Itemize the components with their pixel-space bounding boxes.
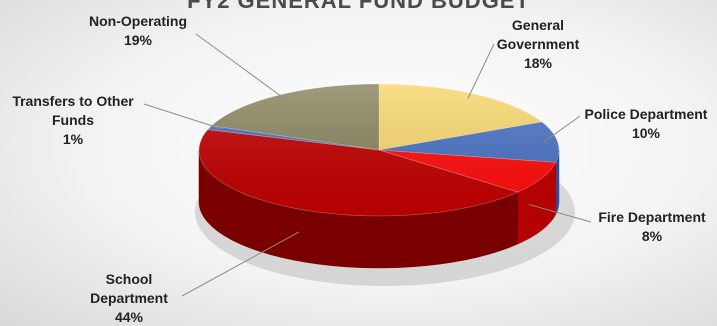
leader-line-1 — [543, 115, 581, 143]
label-police-department: Police Department 10% — [584, 106, 708, 141]
label-fire-department: Fire Department 8% — [598, 209, 706, 244]
label-school-department: School Department 44% — [90, 271, 168, 325]
leader-line-2 — [528, 203, 592, 223]
leader-line-3 — [181, 231, 300, 297]
label-non-operating: Non-Operating 19% — [89, 13, 187, 48]
label-general-government: General Government 18% — [496, 17, 580, 71]
leader-line-4 — [143, 103, 224, 130]
chart-title: FY2 GENERAL FUND BUDGET — [187, 0, 530, 13]
leader-line-0 — [467, 43, 495, 99]
pie-top-shine — [199, 84, 559, 216]
leader-line-5 — [195, 33, 287, 101]
label-transfers-to-other-funds: Transfers to Other Funds 1% — [12, 93, 134, 147]
